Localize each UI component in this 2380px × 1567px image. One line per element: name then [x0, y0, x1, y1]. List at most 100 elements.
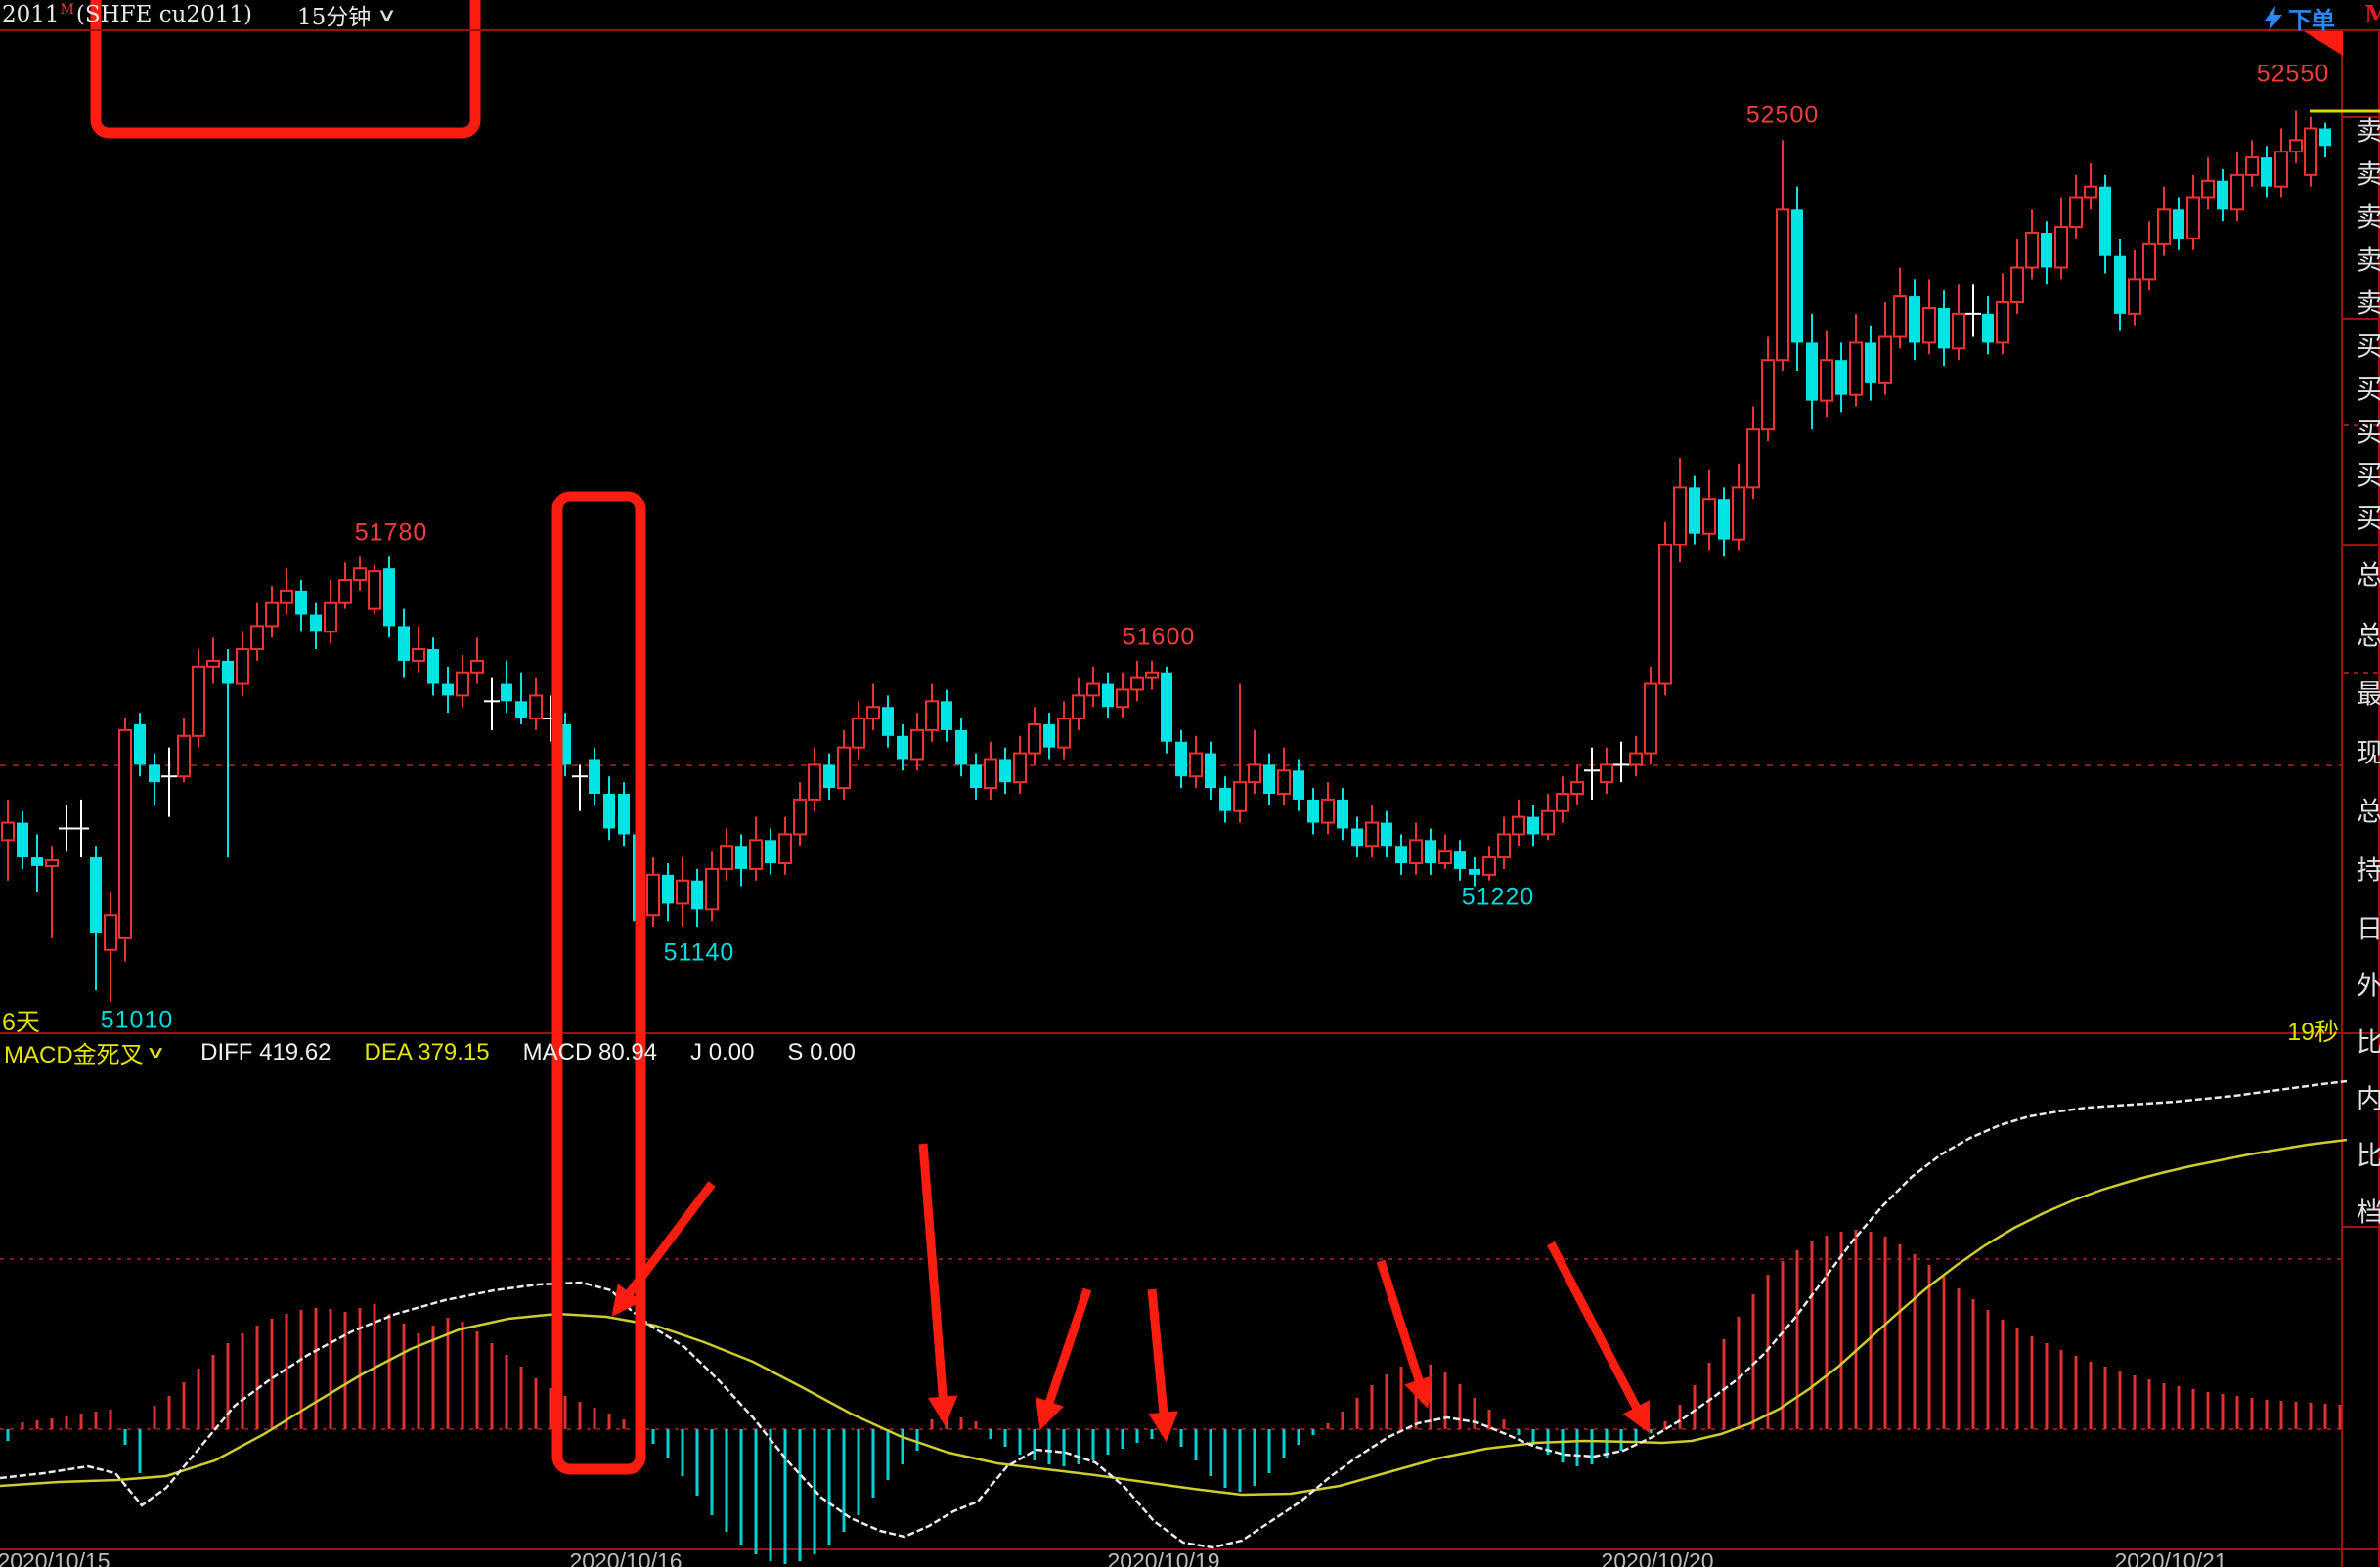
candle-body-up — [192, 665, 205, 737]
order-book-ask-row[interactable]: 卖 — [2357, 116, 2380, 147]
candle-body-down — [1175, 741, 1187, 777]
candle-body-up — [1570, 781, 1584, 795]
candle-body-up — [778, 833, 792, 864]
candle-body-down — [90, 857, 102, 933]
annotation-arrow — [611, 1181, 716, 1317]
period-selector[interactable]: 15分钟 — [296, 5, 372, 30]
place-order-button[interactable]: 下单 — [2263, 1, 2335, 35]
contract-symbol: 2011 — [2, 2, 60, 27]
date-label: 2020/10/19 — [1107, 1548, 1220, 1567]
sidebar-label: 内 — [2357, 1084, 2380, 1114]
chevron-down-icon[interactable]: ∨ — [145, 1042, 166, 1062]
price-label: 51140 — [663, 938, 735, 967]
candle-body-up — [1820, 359, 1833, 402]
candle-body-down — [603, 793, 615, 829]
candle-body-down — [1161, 672, 1172, 742]
countdown-seconds-label: 19秒 — [2287, 1019, 2339, 1046]
annotation-arrow — [1147, 1288, 1179, 1443]
candle-body-up — [1878, 335, 1892, 384]
order-book-ask-row[interactable]: 卖 — [2357, 159, 2380, 190]
candle-body-down — [1293, 770, 1304, 800]
candle-body-down — [1689, 487, 1700, 534]
candle-body-down — [1806, 342, 1818, 401]
candle-body-down — [383, 568, 395, 627]
candle-body-up — [338, 579, 352, 604]
candle-body-down — [882, 707, 894, 736]
candle-body-up — [206, 659, 220, 668]
annotation-rectangle — [90, 0, 481, 139]
sidebar-label: 外 — [2357, 971, 2380, 1001]
candle-body-up — [925, 700, 939, 731]
candle-body-down — [941, 701, 952, 730]
candle-body-up — [2084, 185, 2097, 199]
annotation-arrow — [1547, 1241, 1651, 1434]
candle-body-up — [1, 821, 15, 842]
candle-body-up — [1438, 850, 1452, 864]
date-label: 2020/10/20 — [1601, 1548, 1714, 1567]
countdown-days-label: 6天 — [2, 1009, 40, 1036]
candle-body-up — [1776, 208, 1789, 362]
candle-body-down — [1865, 342, 1876, 383]
candle-body-down — [501, 683, 512, 702]
candle-body-down — [691, 880, 703, 910]
candle-body-down — [1938, 307, 1950, 349]
candle-body-up — [2289, 139, 2303, 153]
candle-body-up — [368, 570, 381, 610]
chevron-down-icon[interactable]: ∨ — [376, 4, 398, 25]
contract-exchange: (SHFE cu2011) — [75, 2, 252, 27]
candle-body-down — [618, 793, 630, 835]
flag-triangle-marker — [2304, 31, 2343, 56]
candle-body-up — [646, 873, 660, 917]
order-book-ask-row[interactable]: 卖 — [2357, 288, 2380, 319]
date-label: 2020/10/16 — [569, 1548, 683, 1567]
candle-body-down — [295, 590, 307, 615]
sidebar-label: 档 — [2357, 1197, 2380, 1228]
sidebar-label: 总 — [2357, 621, 2380, 651]
contract-marker: M — [60, 2, 74, 18]
candle-body-down — [662, 874, 674, 904]
sidebar-label: 现 — [2357, 738, 2380, 768]
order-book-bid-row[interactable]: 买 — [2357, 417, 2380, 448]
candle-body-up — [1482, 856, 1496, 876]
candle-body-up — [1629, 752, 1643, 766]
corner-marker: M — [2364, 0, 2380, 28]
candle-body-up — [1746, 428, 1760, 489]
candle-body-up — [1893, 295, 1907, 338]
candle-body-up — [2010, 266, 2024, 304]
candle-body-up — [1057, 718, 1071, 749]
candle-body-up — [705, 867, 719, 911]
candle-body-down — [442, 683, 454, 696]
candle-body-down — [310, 614, 322, 632]
order-book-bid-row[interactable]: 买 — [2357, 331, 2380, 362]
order-book-bid-row[interactable]: 买 — [2357, 460, 2380, 491]
candle-body-up — [1952, 312, 1965, 350]
candle-body-up — [1321, 798, 1335, 824]
candle-body-up — [2142, 242, 2156, 281]
candle-body-up — [2069, 196, 2083, 229]
indicator-selector[interactable]: MACD金死叉 — [4, 1042, 144, 1068]
candle-body-down — [1835, 360, 1847, 395]
order-book-bid-row[interactable]: 买 — [2357, 503, 2380, 534]
candle-body-up — [1086, 682, 1100, 697]
sidebar-label: 总 — [2357, 560, 2380, 590]
candle-body-up — [676, 879, 689, 905]
place-order-label: 下单 — [2288, 8, 2335, 34]
order-book-ask-row[interactable]: 卖 — [2357, 202, 2380, 233]
candle-body-up — [2230, 173, 2244, 211]
order-book-bid-row[interactable]: 买 — [2357, 374, 2380, 405]
order-book-sidebar[interactable]: 卖卖卖卖卖买买买买买总总最现总持日外比内比档 — [2343, 29, 2380, 1567]
candle-body-up — [1189, 752, 1203, 778]
candle-body-up — [2128, 278, 2141, 315]
candle-body-up — [324, 601, 337, 633]
candle-body-down — [1043, 723, 1055, 748]
candle-body-down — [735, 846, 747, 869]
candle-body-up — [529, 694, 543, 720]
order-book-ask-row[interactable]: 卖 — [2357, 245, 2380, 276]
candle-body-down — [149, 764, 160, 783]
candle-body-up — [2304, 127, 2317, 176]
candle-body-up — [1365, 821, 1379, 848]
candle-body-up — [1732, 486, 1745, 541]
candle-body-down — [1909, 296, 1920, 343]
candle-body-down — [1791, 209, 1803, 343]
